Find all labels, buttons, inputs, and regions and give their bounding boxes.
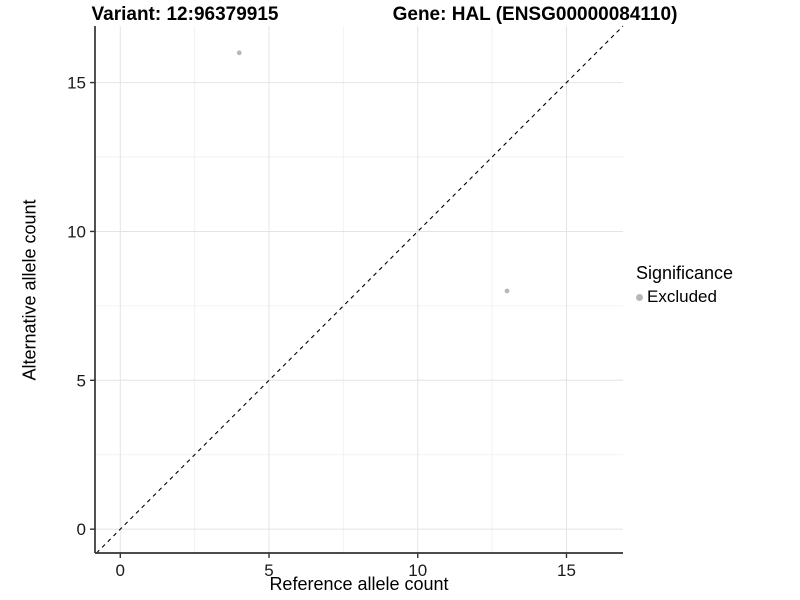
legend-item-label: Excluded xyxy=(647,287,717,306)
x-tick-label: 0 xyxy=(116,561,125,580)
data-point xyxy=(504,288,510,294)
x-tick-label: 10 xyxy=(408,561,427,580)
legend-marker-excluded-icon xyxy=(636,293,643,301)
y-tick-label: 0 xyxy=(77,520,86,539)
legend-title: Significance xyxy=(636,263,734,283)
y-tick-label: 10 xyxy=(67,222,86,241)
plot-title-gene: Gene: HAL (ENSG00000084110) xyxy=(392,4,678,25)
y-tick-label: 15 xyxy=(67,74,86,93)
x-tick-label: 5 xyxy=(264,561,273,580)
legend: Significance Excluded xyxy=(636,263,733,307)
data-point xyxy=(236,50,242,56)
identity-line xyxy=(96,25,624,554)
x-tick-label: 15 xyxy=(557,561,576,580)
legend-item-excluded: Excluded xyxy=(636,287,733,307)
y-tick-label: 5 xyxy=(77,371,86,390)
plot-title-variant: Variant: 12:96379915 xyxy=(91,4,279,25)
x-axis-title: Reference allele count xyxy=(269,574,449,594)
y-axis-title: Alternative allele count xyxy=(19,199,40,381)
